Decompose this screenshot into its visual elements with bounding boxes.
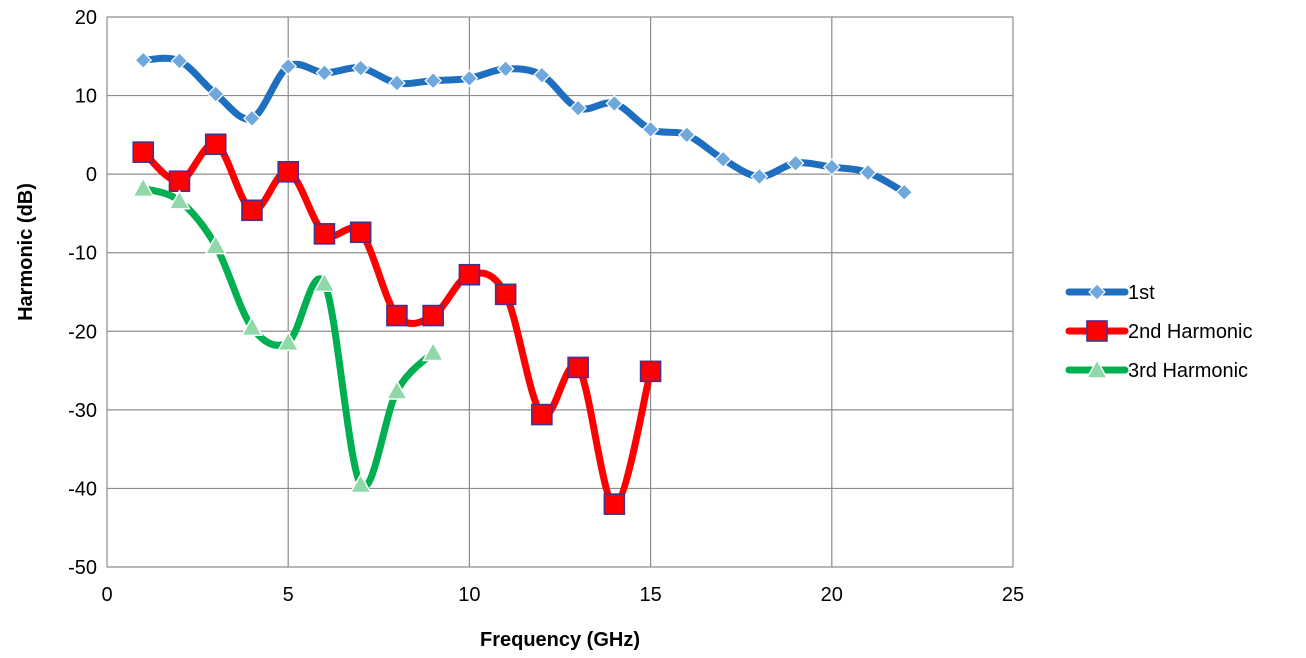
- y-tick-label: -30: [68, 400, 97, 422]
- legend-item: 2nd Harmonic: [1065, 320, 1253, 343]
- x-axis-title: Frequency (GHz): [480, 629, 640, 651]
- data-point: [750, 167, 769, 186]
- data-point: [786, 154, 805, 172]
- data-point: [277, 160, 300, 183]
- grid: [106, 16, 1014, 568]
- y-tick-labels: -50 -40 -30 -20 -10 0 10 20: [68, 7, 97, 579]
- x-tick-label: 5: [283, 584, 294, 606]
- y-tick-label: -50: [68, 557, 97, 579]
- data-point: [240, 315, 264, 337]
- x-tick-label: 0: [101, 584, 112, 606]
- y-tick-label: -20: [68, 321, 97, 343]
- x-tick-label: 25: [1002, 584, 1024, 606]
- data-point: [605, 94, 624, 113]
- legend-item: 1st: [1065, 282, 1155, 304]
- x-tick-label: 15: [639, 584, 661, 606]
- series-line: [139, 184, 437, 491]
- legend-swatch-marker: [1086, 320, 1108, 342]
- data-point: [132, 141, 155, 163]
- series-layer: [132, 51, 914, 515]
- data-point: [277, 330, 300, 351]
- data-point: [496, 60, 515, 78]
- data-point: [424, 71, 443, 90]
- data-point: [460, 69, 479, 88]
- x-tick-label: 20: [821, 584, 843, 606]
- series-line: [139, 54, 908, 196]
- data-point: [639, 360, 662, 383]
- data-point: [714, 150, 732, 169]
- data-point: [677, 126, 696, 144]
- legend-swatch-marker: [1088, 283, 1106, 301]
- data-point: [351, 59, 370, 77]
- data-point: [241, 199, 263, 222]
- data-point: [315, 63, 334, 82]
- series-1: [134, 51, 914, 202]
- data-point: [822, 158, 841, 176]
- data-point: [349, 221, 372, 244]
- legend: 1st 2nd Harmonic 3rd Harmonic: [1065, 282, 1253, 382]
- y-tick-label: -10: [68, 243, 97, 265]
- legend-item: 3rd Harmonic: [1065, 358, 1248, 382]
- data-point: [421, 341, 445, 362]
- data-point: [385, 379, 409, 400]
- data-point: [168, 170, 191, 193]
- data-point: [494, 283, 517, 306]
- legend-swatch-marker: [1085, 358, 1109, 379]
- data-point: [386, 304, 408, 327]
- data-point: [313, 223, 336, 245]
- data-point: [533, 66, 551, 84]
- data-point: [132, 176, 155, 197]
- data-point: [170, 52, 189, 70]
- series-2: [132, 133, 662, 515]
- y-axis-title: Harmonic (dB): [15, 183, 37, 321]
- series-3: [132, 176, 445, 494]
- data-point: [859, 163, 877, 182]
- data-point: [134, 51, 153, 70]
- data-point: [641, 120, 660, 139]
- data-point: [458, 263, 481, 286]
- data-point: [895, 183, 914, 202]
- y-tick-label: -40: [68, 478, 97, 500]
- series-line: [139, 140, 655, 508]
- data-point: [388, 74, 406, 92]
- data-point: [204, 133, 227, 156]
- legend-label: 2nd Harmonic: [1128, 321, 1253, 343]
- data-point: [243, 109, 261, 128]
- x-tick-label: 10: [458, 584, 480, 606]
- data-point: [567, 356, 589, 379]
- data-point: [168, 189, 191, 210]
- data-point: [204, 234, 227, 255]
- data-point: [422, 304, 444, 327]
- legend-label: 1st: [1128, 282, 1155, 304]
- data-point: [349, 473, 372, 494]
- data-point: [313, 271, 336, 293]
- y-tick-label: 0: [86, 164, 97, 186]
- legend-label: 3rd Harmonic: [1128, 360, 1248, 382]
- data-point: [569, 99, 587, 117]
- data-point: [279, 57, 298, 76]
- x-tick-labels: 0 5 10 15 20 25: [101, 584, 1024, 606]
- data-point: [206, 85, 225, 103]
- data-point: [531, 403, 553, 426]
- y-tick-label: 10: [75, 86, 97, 108]
- data-point: [603, 493, 626, 515]
- y-tick-label: 20: [75, 7, 97, 29]
